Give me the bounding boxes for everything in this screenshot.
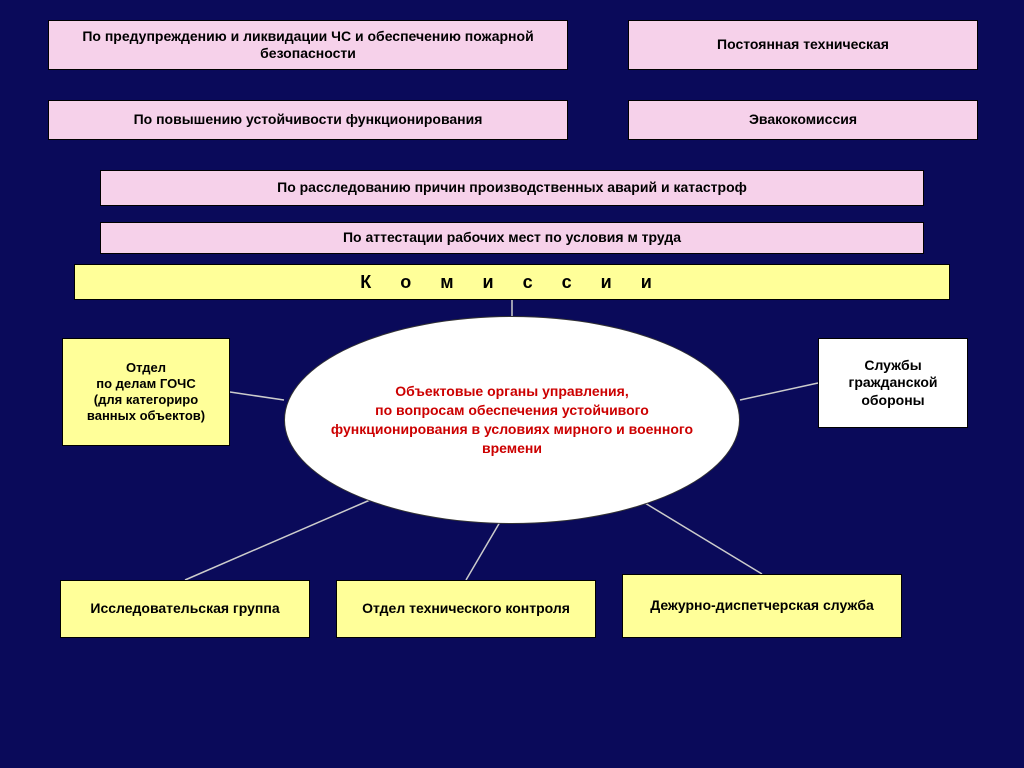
box-emergency-prevention: По предупреждению и ликвидации ЧС и обес… [48, 20, 568, 70]
box-evacuation-commission: Эвакокомиссия [628, 100, 978, 140]
label: Исследовательская группа [90, 600, 279, 618]
label: По предупреждению и ликвидации ЧС и обес… [57, 28, 559, 63]
label: По аттестации рабочих мест по условия м … [343, 229, 681, 247]
box-tech-control-dept: Отдел технического контроля [336, 580, 596, 638]
ellipse-text: Объектовые органы управления,по вопросам… [325, 382, 699, 458]
box-gochs-department: Отделпо делам ГОЧС(для категорированных … [62, 338, 230, 446]
title-commissions: К о м и с с и и [74, 264, 950, 300]
label: По повышению устойчивости функционирован… [134, 111, 483, 129]
label: Дежурно-диспетчерская служба [650, 597, 874, 615]
box-accident-investigation: По расследованию причин производственных… [100, 170, 924, 206]
central-ellipse: Объектовые органы управления,по вопросам… [284, 316, 740, 524]
box-technical-permanent: Постоянная техническая [628, 20, 978, 70]
label: Эвакокомиссия [749, 111, 857, 129]
box-research-group: Исследовательская группа [60, 580, 310, 638]
label: Отдел технического контроля [362, 600, 570, 618]
box-workplace-certification: По аттестации рабочих мест по условия м … [100, 222, 924, 254]
label: Постоянная техническая [717, 36, 889, 54]
label: По расследованию причин производственных… [277, 179, 747, 197]
label: Отделпо делам ГОЧС(для категорированных … [87, 360, 205, 425]
label: Службыгражданскойобороны [849, 357, 938, 410]
box-civil-defense-services: Службыгражданскойобороны [818, 338, 968, 428]
box-dispatch-service: Дежурно-диспетчерская служба [622, 574, 902, 638]
label: К о м и с с и и [360, 271, 664, 294]
box-stability-improvement: По повышению устойчивости функционирован… [48, 100, 568, 140]
